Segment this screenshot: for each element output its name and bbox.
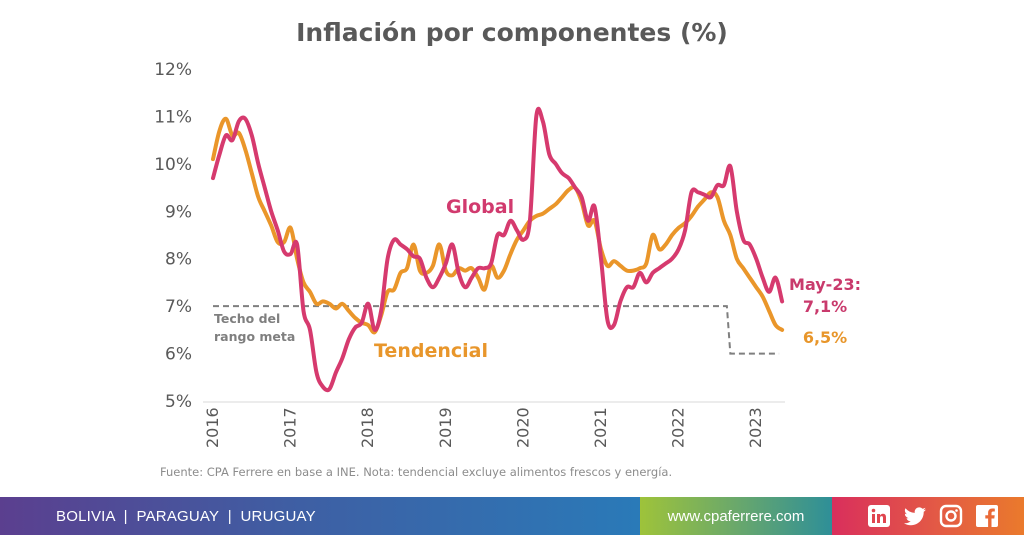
last-tendencial-value: 6,5%: [803, 328, 847, 347]
y-tick-label: 5%: [165, 392, 192, 412]
last-global-value: 7,1%: [803, 297, 847, 316]
footer-banner: BOLIVIA | PARAGUAY | URUGUAY www.cpaferr…: [0, 497, 1024, 535]
x-tick-label: 2023: [746, 407, 765, 448]
footer-website[interactable]: www.cpaferrere.com: [640, 497, 832, 535]
y-axis: 12% 11% 10% 9% 8% 7% 6% 5%: [154, 60, 192, 412]
x-tick-label: 2022: [669, 407, 688, 448]
y-tick-label: 7%: [165, 297, 192, 317]
tendencial-series-label: Tendencial: [374, 340, 488, 362]
facebook-icon[interactable]: [975, 504, 999, 528]
series-line-tendencial: [211, 116, 785, 335]
website-link[interactable]: www.cpaferrere.com: [667, 507, 805, 525]
target-ceiling-line: [213, 305, 780, 355]
chart-title: Inflación por componentes (%): [296, 18, 728, 47]
y-tick-label: 8%: [165, 250, 192, 270]
x-tick-label: 2020: [513, 407, 532, 448]
x-tick-label: 2019: [436, 407, 455, 448]
y-tick-label: 12%: [154, 60, 192, 80]
linkedin-icon[interactable]: [867, 504, 891, 528]
target-ceiling-dashed-line: [213, 305, 780, 355]
source-note: Fuente: CPA Ferrere en base a INE. Nota:…: [160, 465, 672, 479]
twitter-icon[interactable]: [903, 504, 927, 528]
x-axis: 2016 2017 2018 2019 2020 2021 2022 2023: [203, 407, 765, 448]
last-period-label: May-23:: [789, 275, 861, 294]
global-series-label: Global: [446, 196, 514, 218]
countries-text: BOLIVIA | PARAGUAY | URUGUAY: [56, 507, 316, 525]
inflation-chart: Inflación por componentes (%) 12% 11% 10% 9…: [154, 18, 861, 479]
y-tick-label: 9%: [165, 202, 192, 222]
target-label-line2: rango meta: [214, 329, 295, 344]
series-line-global: [211, 106, 785, 393]
series-lines: [211, 106, 785, 393]
y-tick-label: 11%: [154, 107, 192, 127]
y-tick-label: 10%: [154, 155, 192, 175]
instagram-icon[interactable]: [939, 504, 963, 528]
footer-social: [832, 497, 1024, 535]
target-label-line1: Techo del: [214, 311, 280, 326]
x-tick-label: 2021: [591, 407, 610, 448]
y-tick-label: 6%: [165, 345, 192, 365]
footer-countries: BOLIVIA | PARAGUAY | URUGUAY: [0, 497, 640, 535]
x-tick-label: 2016: [203, 407, 222, 448]
x-tick-label: 2018: [358, 407, 377, 448]
x-tick-label: 2017: [281, 407, 300, 448]
